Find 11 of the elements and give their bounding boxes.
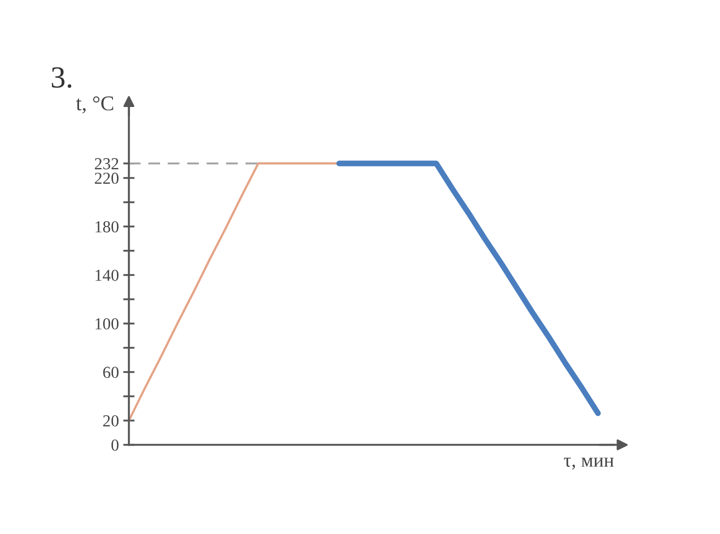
y-tick-label: 220	[94, 172, 119, 184]
y-tick-label: 180	[96, 221, 119, 232]
y-axis-title: t, °C	[76, 96, 114, 114]
x-axis-title: τ, мин	[564, 458, 614, 470]
y-tick-label: 20	[103, 415, 119, 427]
chart-title: 3.	[52, 67, 72, 88]
y-tick-label: 232	[94, 158, 118, 170]
y-tick-label: 0	[111, 440, 119, 451]
y-tick-label: 100	[96, 318, 119, 330]
y-tick-label: 140	[96, 270, 119, 281]
y-tick-label: 60	[103, 366, 119, 378]
